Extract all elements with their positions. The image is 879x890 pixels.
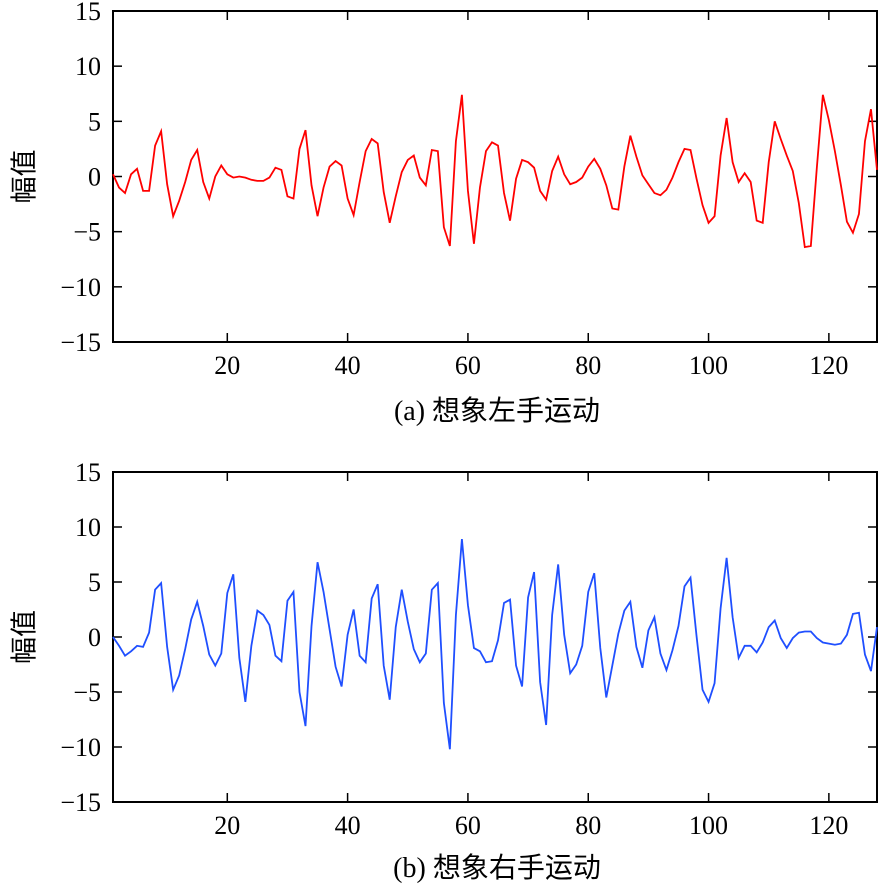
x-tick-label: 40 (335, 351, 361, 380)
chart-panel-a: 15 10 5 0 −5 −10 −15 20 40 60 80 100 120 幅值 (a) 想象左手运动 (10, 0, 878, 427)
y-tick-label: −15 (60, 788, 101, 817)
y-tick-label: −5 (73, 218, 101, 247)
y-tick-label: 5 (88, 107, 101, 136)
chart-caption: (a) 想象左手运动 (394, 395, 600, 427)
y-tick-label: 0 (88, 163, 101, 192)
y-tick-label: 10 (75, 513, 101, 542)
x-tick-label: 100 (689, 351, 728, 380)
y-tick-label: −5 (73, 678, 101, 707)
y-tick-label: 10 (75, 52, 101, 81)
x-tick-label: 80 (575, 811, 601, 840)
y-axis-label: 幅值 (10, 150, 41, 204)
series-line-a-0 (112, 94, 878, 249)
plot-area-frame (112, 471, 878, 803)
y-tick-label: 15 (75, 458, 101, 487)
x-tick-label: 100 (689, 811, 728, 840)
y-tick-label: −10 (60, 733, 101, 762)
x-tick-label: 60 (455, 351, 481, 380)
plot-area-frame (112, 10, 878, 343)
x-tick-label: 120 (809, 351, 848, 380)
x-tick-label: 20 (214, 351, 240, 380)
y-tick-label: −15 (60, 328, 101, 357)
y-axis-label: 幅值 (10, 610, 41, 664)
x-tick-label: 60 (455, 811, 481, 840)
y-tick-label: 0 (88, 623, 101, 652)
chart-panel-b: 15 10 5 0 −5 −10 −15 20 40 60 80 100 120 幅值 (b) 想象右手运动 (10, 458, 878, 884)
x-tick-label: 80 (575, 351, 601, 380)
y-tick-label: 5 (88, 568, 101, 597)
x-tick-label: 40 (335, 811, 361, 840)
y-tick-label: 15 (75, 0, 101, 26)
x-tick-label: 120 (809, 811, 848, 840)
chart-caption: (b) 想象右手运动 (393, 852, 601, 884)
x-tick-label: 20 (214, 811, 240, 840)
y-tick-label: −10 (60, 273, 101, 302)
series-line-b-0 (112, 539, 878, 750)
